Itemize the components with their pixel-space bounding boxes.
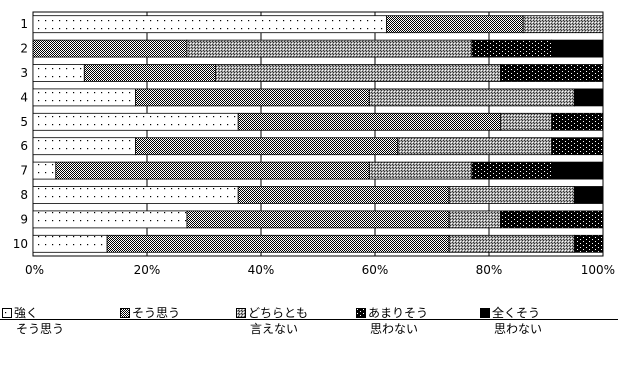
legend-swatch (236, 308, 246, 318)
bar-segment (551, 39, 604, 58)
stacked-bar-chart: 1 2 3 4 5 6 7 8 9 10 0% 20% 40% 60% 80% 100% (13, 11, 615, 277)
legend-swatch (2, 308, 12, 318)
bar-segment (32, 186, 239, 204)
bar-segment (385, 15, 524, 34)
y-tick-label: 4 (20, 90, 28, 104)
x-tick-label: 40% (248, 263, 275, 277)
bar-segment (574, 88, 604, 107)
legend-label: 強く (14, 306, 39, 320)
bar-segment (32, 210, 188, 229)
y-tick-label: 8 (20, 188, 28, 202)
bar-segment (32, 39, 188, 58)
bar-segment (237, 186, 450, 204)
legend-label: あまりそう (368, 306, 429, 320)
bar-segment (32, 15, 387, 34)
legend-label: そう思う (132, 306, 181, 320)
legend-label-line2: そう思う (16, 322, 65, 336)
bar-segment (448, 234, 575, 253)
bar-segment (55, 161, 370, 180)
bar-segment (499, 64, 604, 82)
bar-segment (32, 112, 239, 131)
legend-label-line2: 言えない (250, 322, 299, 336)
legend-item: あまりそう 思わない (356, 305, 428, 337)
bar-segment (448, 186, 575, 204)
bar-segment (499, 210, 604, 229)
legend-label: どちらとも (248, 306, 309, 320)
bar-segment (32, 64, 85, 82)
bar-segment (32, 88, 136, 107)
bar-segment (522, 15, 604, 34)
bar-segment (574, 234, 604, 253)
bar-segment (574, 186, 604, 204)
bar-segment (471, 161, 553, 180)
y-tick-label: 10 (13, 237, 28, 251)
bar-segment (186, 210, 450, 229)
legend-label: 全くそう (492, 306, 541, 320)
y-tick-label: 6 (20, 139, 28, 153)
bar-segment (499, 112, 553, 131)
bar-segment (368, 88, 575, 107)
bar-segment (397, 137, 553, 156)
legend-swatch (120, 308, 130, 318)
bar-segment (471, 39, 553, 58)
bar-segment (135, 88, 370, 107)
bar-segment (551, 137, 604, 156)
y-tick-label: 3 (20, 66, 28, 80)
legend-label-line2: 思わない (370, 322, 419, 336)
bar-segment (135, 137, 399, 156)
bar-segment (32, 161, 57, 180)
legend-item: そう思う (120, 305, 180, 321)
x-tick-label: 0% (25, 263, 44, 277)
bar-segment (368, 161, 473, 180)
bar-segment (551, 161, 604, 180)
bar-segment (106, 234, 450, 253)
y-tick-label: 1 (20, 17, 28, 31)
bar-segment (237, 112, 501, 131)
legend-item: 強く そう思う (2, 305, 64, 337)
legend-swatch (356, 308, 366, 318)
x-tick-label: 20% (134, 263, 161, 277)
x-tick-label: 100% (581, 263, 615, 277)
y-tick-label: 5 (20, 115, 28, 129)
bar-segment (551, 112, 604, 131)
y-tick-label: 7 (20, 164, 28, 178)
bar-segment (32, 234, 108, 253)
y-tick-label: 2 (20, 42, 28, 56)
y-tick-label: 9 (20, 212, 28, 226)
legend-item: 全くそう 思わない (480, 305, 542, 337)
bar-segment (83, 64, 216, 82)
x-tick-label: 60% (362, 263, 389, 277)
legend-separator (0, 319, 618, 320)
legend-label-line2: 思わない (494, 322, 543, 336)
x-tick-label: 80% (476, 263, 503, 277)
bar-segment (186, 39, 473, 58)
legend-item: どちらとも 言えない (236, 305, 308, 337)
legend-swatch (480, 308, 490, 318)
bar-segment (214, 64, 501, 82)
bar-segment (448, 210, 501, 229)
bar-segment (32, 137, 136, 156)
